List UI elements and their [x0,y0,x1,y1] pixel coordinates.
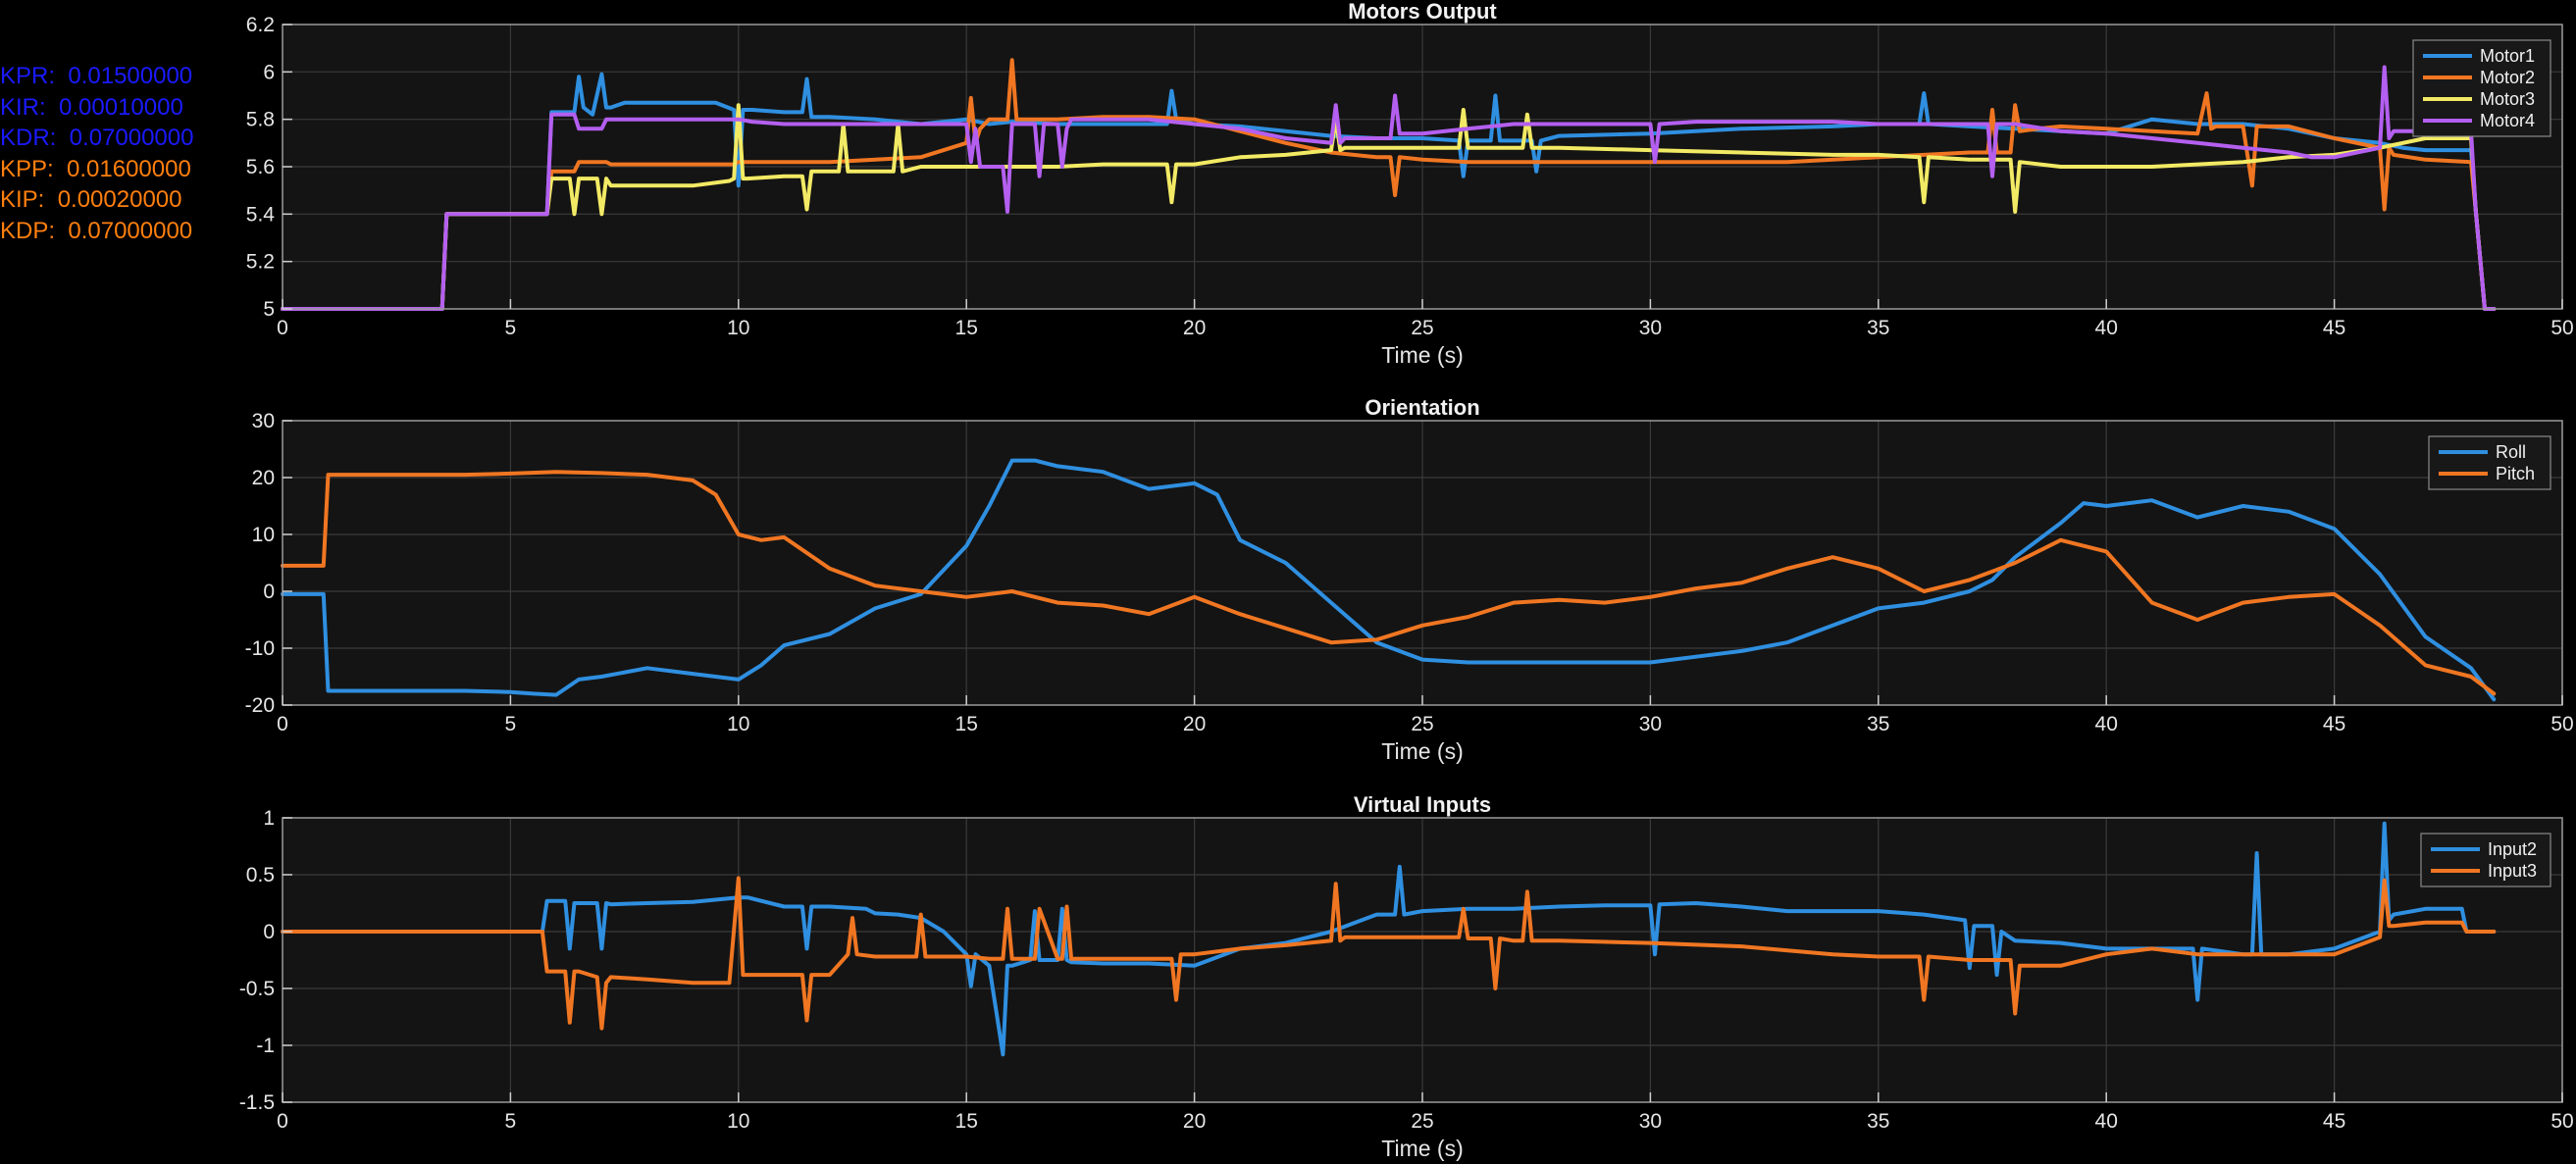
y-tick-label: 20 [252,467,275,489]
legend-label-motor4: Motor4 [2480,111,2535,130]
x-tick-label: 10 [727,317,749,339]
x-tick-label: 50 [2550,1110,2573,1133]
legend-label-motor1: Motor1 [2480,46,2535,66]
x-tick-label: 5 [505,713,517,735]
motors-output-chart: 0 5 10 15 20 25 30 35 40 45 5055.25.45.65.866.2Mot… [246,0,2574,368]
y-tick-label: 6.2 [246,14,275,36]
x-tick-label: 10 [727,1110,749,1133]
legend-label-motor3: Motor3 [2480,89,2535,109]
y-tick-label: 5.6 [246,156,275,178]
x-tick-label: 5 [505,1110,517,1133]
x-tick-label: 45 [2323,1110,2345,1133]
x-tick-label: 10 [727,713,749,735]
controller-gains-panel: KPR: 0.01500000 KIR: 0.00010000 KDR: 0.0… [0,61,193,246]
series-line-motor4 [281,65,2497,311]
orientation-chart: 0 5 10 15 20 25 30 35 40 45 50 -20 -10 0 10 20 30 Orienta… [245,395,2574,764]
legend-box [2428,435,2551,490]
series-line-motor3 [281,103,2497,311]
x-tick-label: 25 [1411,1110,1433,1133]
y-tick-label: 6 [263,61,275,83]
x-tick-label: 20 [1183,317,1206,339]
y-tick-label: -0.5 [239,978,275,1000]
gain-kpr: KPR: 0.01500000 [0,63,193,89]
chart-title: Orientation [1365,395,1479,420]
gain-kpp: KPP: 0.01600000 [0,155,191,182]
x-axis-label: Time (s) [1381,342,1463,368]
y-tick-label: 5.2 [246,251,275,274]
x-axis-label: Time (s) [1381,738,1463,764]
x-tick-label: 15 [955,317,978,339]
legend-label-input3: Input3 [2488,861,2537,881]
y-tick-label: 5 [263,298,275,321]
series-line-roll [281,458,2497,702]
x-tick-label: 25 [1411,713,1433,735]
virtual-inputs-chart: 0 5 10 15 20 25 30 35 40 45 50 -1.5 -1 -0.5 0 0.5 1 Virtu… [239,792,2574,1161]
x-tick-label: 40 [2095,317,2118,339]
y-tick-label: 30 [252,410,275,432]
gain-kdr: KDR: 0.07000000 [0,125,194,151]
y-tick-label: 5.4 [246,203,276,226]
x-tick-label: 5 [505,317,517,339]
x-tick-label: 15 [955,1110,978,1133]
legend-label-pitch: Pitch [2496,464,2535,483]
x-tick-label: 0 [277,317,288,339]
chart-title: Virtual Inputs [1354,792,1491,817]
y-tick-label: -1.5 [239,1091,275,1114]
chart-title: Motors Output [1348,0,1497,24]
x-tick-label: 50 [2550,317,2573,339]
x-tick-label: 45 [2323,713,2345,735]
y-tick-label: 1 [263,807,275,830]
y-tick-label: -1 [256,1035,275,1057]
series-line-pitch [281,470,2497,696]
x-tick-label: 15 [955,713,978,735]
gain-kir: KIR: 0.00010000 [0,93,183,121]
x-tick-label: 35 [1867,713,1889,735]
y-tick-label: 10 [252,524,275,546]
x-tick-label: 45 [2323,317,2345,339]
x-axis-label: Time (s) [1381,1136,1463,1161]
gain-kdp: KDP: 0.07000000 [0,217,193,244]
legend: Roll Pitch [2428,435,2551,490]
series-line-input2 [281,821,2497,1057]
x-tick-label: 35 [1867,317,1889,339]
legend-label-input2: Input2 [2488,839,2537,859]
x-tick-label: 40 [2095,713,2118,735]
legend-label-motor2: Motor2 [2480,68,2535,87]
x-tick-label: 0 [277,713,288,735]
x-tick-label: 25 [1411,317,1433,339]
y-tick-label: 0 [263,921,275,943]
y-tick-label: -20 [245,694,275,717]
y-tick-label: -10 [245,637,275,660]
x-tick-label: 40 [2095,1110,2118,1133]
x-tick-label: 30 [1639,713,1662,735]
gain-kip: KIP: 0.00020000 [0,186,182,213]
x-tick-label: 50 [2550,713,2573,735]
series-line-motor2 [281,58,2497,311]
legend-box [2420,833,2551,887]
y-tick-label: 0 [263,581,275,603]
y-tick-label: 5.8 [246,109,275,131]
series-line-input3 [281,876,2497,1031]
x-tick-label: 30 [1639,317,1662,339]
x-tick-label: 0 [277,1110,288,1133]
x-tick-label: 20 [1183,713,1206,735]
x-tick-label: 30 [1639,1110,1662,1133]
legend: Motor1 Motor2 Motor3 Motor4 [2412,39,2551,137]
x-tick-label: 35 [1867,1110,1889,1133]
x-tick-label: 20 [1183,1110,1206,1133]
legend-label-roll: Roll [2496,442,2526,462]
y-tick-label: 0.5 [246,864,275,886]
